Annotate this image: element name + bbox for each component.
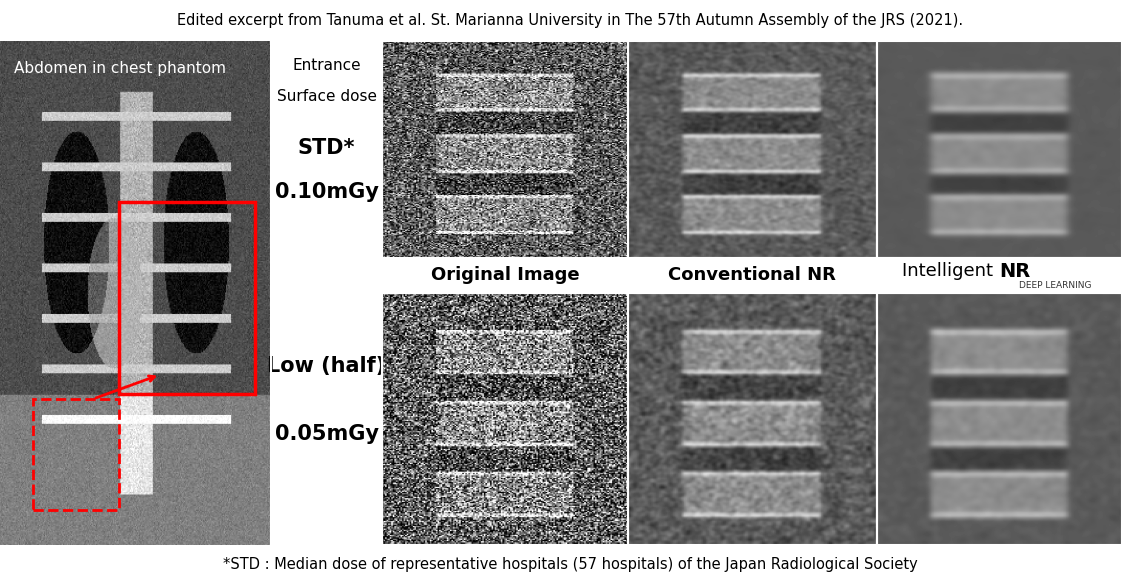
Text: DEEP LEARNING: DEEP LEARNING <box>1019 282 1092 290</box>
Text: Abdomen in chest phantom: Abdomen in chest phantom <box>14 61 226 76</box>
Text: 0.10mGy: 0.10mGy <box>275 182 378 202</box>
Bar <box>33 399 120 510</box>
Text: Original Image: Original Image <box>431 266 579 285</box>
Text: Conventional NR: Conventional NR <box>668 266 837 285</box>
Text: Entrance: Entrance <box>292 58 361 73</box>
Text: 0.05mGy: 0.05mGy <box>275 424 378 444</box>
Text: Edited excerpt from Tanuma et al. St. Marianna University in The 57th Autumn Ass: Edited excerpt from Tanuma et al. St. Ma… <box>177 13 963 28</box>
Bar <box>120 202 255 394</box>
Text: *STD : Median dose of representative hospitals (57 hospitals) of the Japan Radio: *STD : Median dose of representative hos… <box>222 557 918 571</box>
Text: Surface dose: Surface dose <box>277 89 376 104</box>
Text: Intelligent: Intelligent <box>903 262 999 280</box>
Text: STD*: STD* <box>298 138 356 159</box>
Text: NR: NR <box>999 262 1031 280</box>
Text: Low (half): Low (half) <box>268 356 385 376</box>
